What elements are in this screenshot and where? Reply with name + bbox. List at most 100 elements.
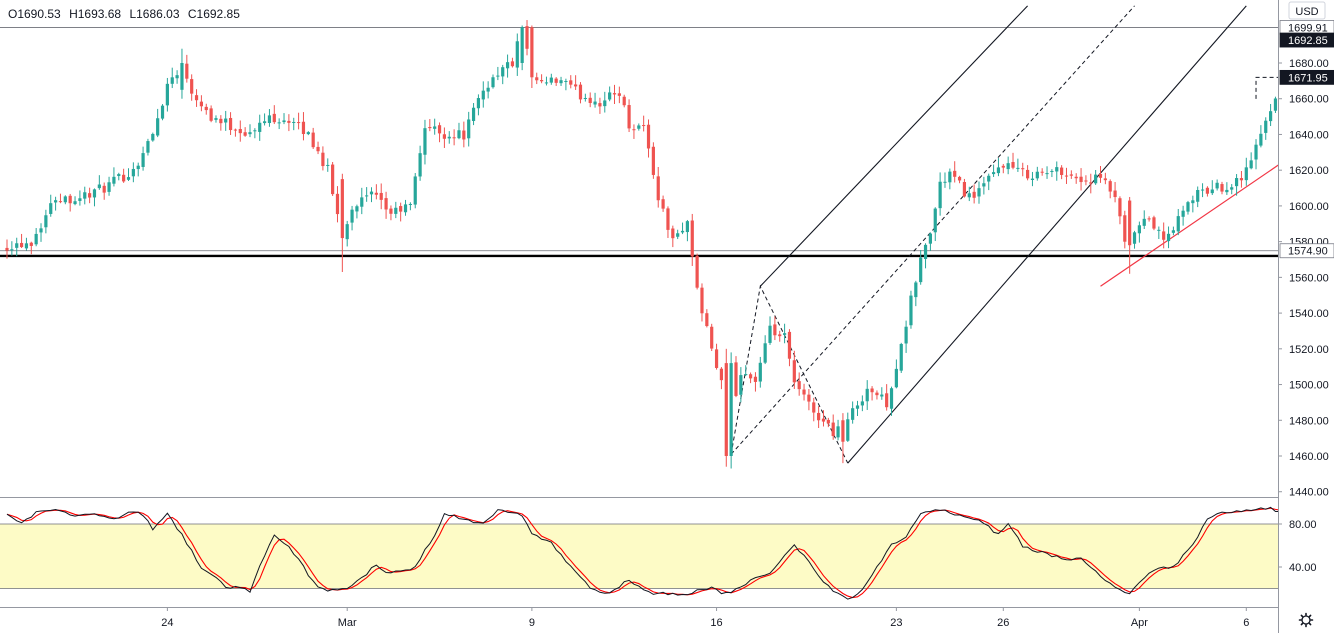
candle-body — [122, 174, 126, 182]
candle-body — [505, 62, 510, 69]
candle — [991, 164, 996, 177]
candle — [301, 112, 306, 141]
candle-body — [1220, 184, 1224, 192]
candle-body — [476, 98, 481, 109]
candle-body — [1040, 171, 1044, 173]
candle — [880, 387, 884, 400]
candle — [471, 103, 476, 126]
candle-body — [248, 132, 252, 135]
candle-body — [408, 203, 412, 205]
candle — [1137, 221, 1141, 243]
candle — [238, 120, 242, 142]
candle-body — [214, 118, 218, 120]
oscillator-axis[interactable]: 80.00 40.00 — [1278, 519, 1317, 574]
candle — [977, 181, 981, 204]
candle — [39, 223, 43, 242]
candle — [219, 115, 223, 131]
candle-body — [987, 175, 991, 182]
candle — [666, 206, 670, 238]
candle — [860, 395, 864, 412]
candle — [63, 195, 67, 205]
candle-body — [389, 208, 393, 214]
candle — [1157, 226, 1161, 239]
candle-body — [578, 84, 583, 100]
candle — [185, 54, 189, 83]
candle-body — [549, 77, 553, 83]
candle — [593, 92, 597, 108]
candle — [501, 64, 505, 85]
time-axis[interactable]: 24Mar9162326Apr613 — [161, 607, 1334, 629]
candle — [783, 323, 787, 344]
candle-body — [729, 363, 733, 456]
candle-body — [1249, 160, 1253, 169]
channel-median-line — [730, 5, 1135, 455]
candle-body — [763, 343, 767, 363]
candle-body — [471, 107, 476, 122]
candle-body — [564, 80, 568, 82]
candle — [379, 183, 383, 210]
candle-body — [209, 108, 213, 121]
price-tag-box — [1279, 32, 1334, 48]
candle-body — [928, 233, 932, 244]
candle — [807, 388, 811, 411]
candle — [1123, 210, 1127, 249]
candle-body — [306, 132, 310, 135]
candle — [97, 175, 101, 190]
candle — [1064, 167, 1069, 184]
candle-body — [399, 206, 403, 212]
candle — [1196, 186, 1200, 208]
price-axis-background — [1279, 0, 1334, 633]
candle — [559, 76, 563, 86]
candle — [680, 222, 685, 235]
candle-body — [695, 255, 699, 288]
candle-body — [1079, 176, 1083, 183]
price-tag: 1574.90 — [1279, 243, 1334, 259]
price-tick-label: 1480.00 — [1289, 415, 1329, 427]
price-tick-label: 1640.00 — [1289, 129, 1329, 141]
candle — [967, 186, 971, 202]
candle — [739, 367, 743, 403]
candle-body — [491, 77, 495, 88]
candle — [321, 146, 325, 171]
candle — [248, 124, 252, 138]
candle — [923, 243, 928, 269]
candle-body — [97, 184, 101, 189]
candle — [292, 117, 296, 131]
price-tick-label: 1540.00 — [1289, 308, 1329, 320]
candle — [661, 195, 665, 212]
settings-gear-icon[interactable] — [1298, 612, 1314, 628]
candle — [953, 161, 957, 183]
candle — [885, 384, 889, 411]
candle — [515, 33, 519, 76]
candle — [408, 202, 412, 211]
candle — [165, 77, 169, 112]
currency-box[interactable] — [1288, 1, 1326, 20]
candle — [836, 419, 840, 441]
candle — [690, 213, 694, 266]
price-tag-box — [1279, 243, 1334, 259]
candle — [267, 109, 272, 127]
candle-body — [948, 171, 952, 183]
oscillator-tick-label: 80.00 — [1289, 519, 1317, 531]
candle-body — [1094, 174, 1098, 184]
candle-body — [92, 189, 97, 198]
candle — [1254, 139, 1258, 170]
candle — [1035, 166, 1039, 181]
candle-body — [982, 183, 986, 187]
candle — [1239, 171, 1244, 188]
price-axis[interactable]: 1680.001660.001640.001620.001600.001580.… — [1278, 58, 1329, 499]
candle-body — [355, 206, 359, 212]
candle — [744, 365, 748, 377]
candle — [1084, 175, 1088, 186]
candle — [1191, 195, 1195, 213]
candle — [676, 229, 680, 240]
candle — [778, 330, 782, 342]
price-tag-label: 1671.95 — [1288, 72, 1328, 84]
candle-body — [19, 242, 24, 248]
candle — [564, 78, 568, 91]
candle — [705, 309, 709, 328]
candle — [19, 233, 24, 249]
candle-body — [598, 103, 602, 107]
candle — [1050, 169, 1054, 178]
